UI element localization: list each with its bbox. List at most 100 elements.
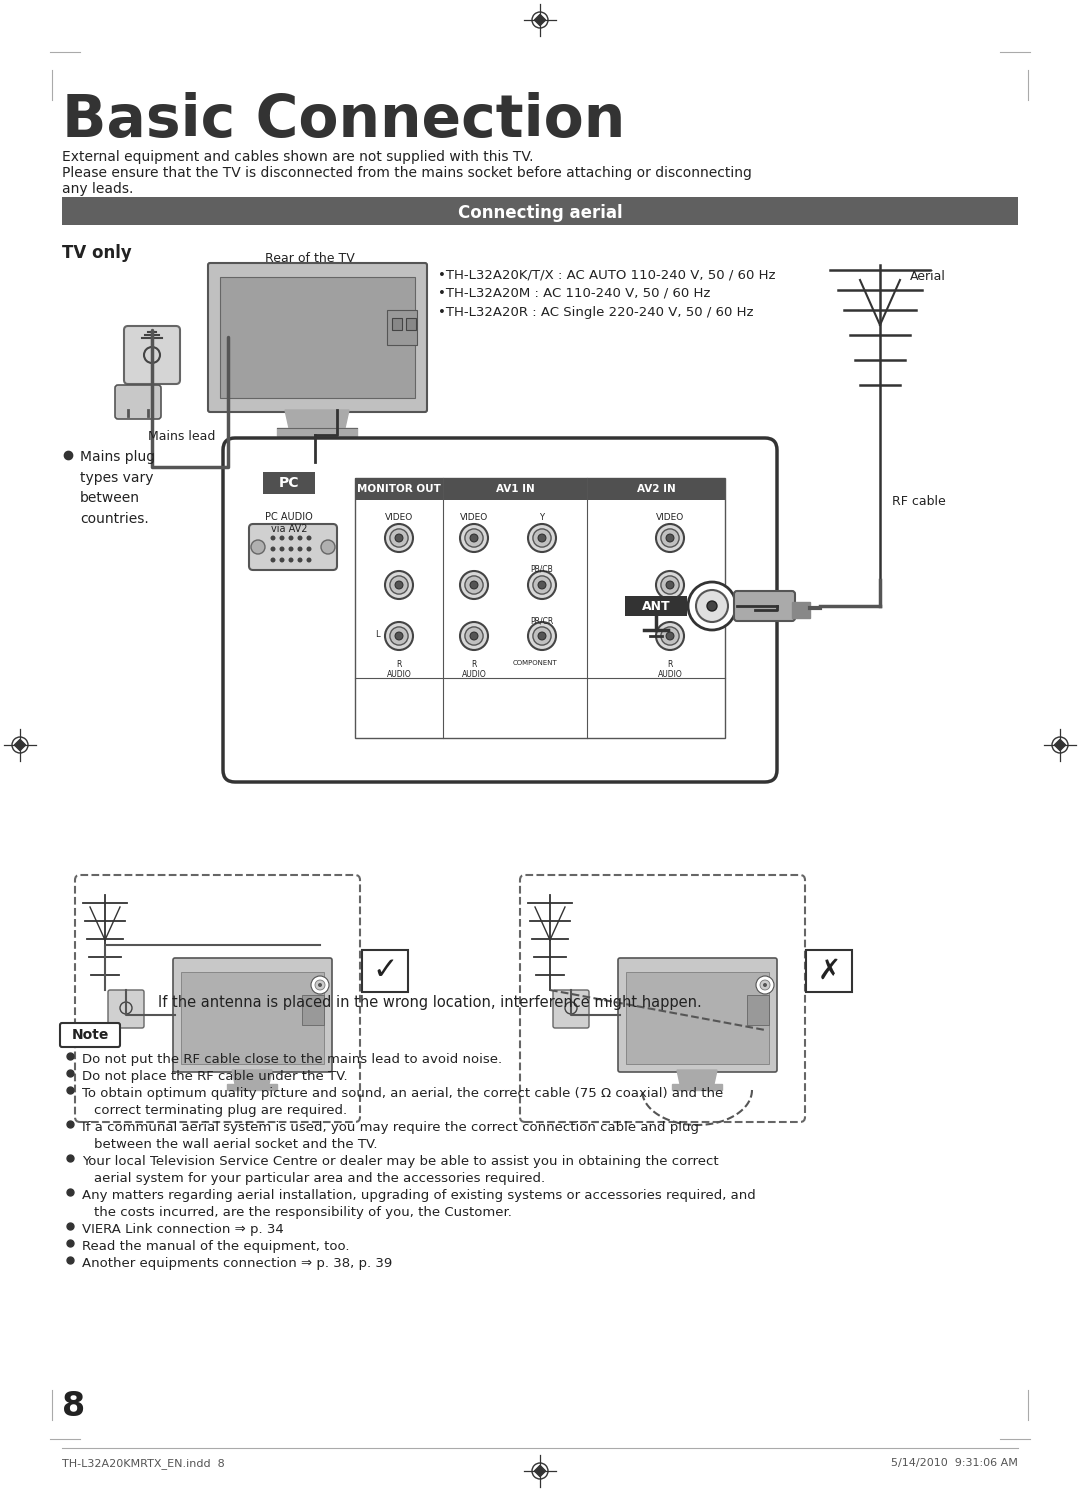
- Circle shape: [297, 547, 302, 552]
- Circle shape: [288, 558, 294, 562]
- Text: •TH-L32A20M : AC 110-240 V, 50 / 60 Hz: •TH-L32A20M : AC 110-240 V, 50 / 60 Hz: [438, 286, 711, 300]
- Polygon shape: [1054, 740, 1066, 750]
- Circle shape: [288, 547, 294, 552]
- Circle shape: [251, 540, 265, 555]
- Circle shape: [311, 977, 329, 994]
- Circle shape: [321, 540, 335, 555]
- Circle shape: [270, 535, 275, 541]
- Bar: [264, 473, 315, 494]
- Bar: [62, 197, 1018, 225]
- FancyBboxPatch shape: [60, 1023, 120, 1047]
- Text: L: L: [375, 631, 379, 640]
- Text: ✓: ✓: [373, 957, 397, 986]
- Circle shape: [307, 558, 311, 562]
- Text: PR/CR: PR/CR: [530, 616, 554, 625]
- Circle shape: [470, 581, 478, 589]
- Bar: [355, 479, 725, 738]
- Circle shape: [307, 547, 311, 552]
- Text: •TH-L32A20R : AC Single 220-240 V, 50 / 60 Hz: •TH-L32A20R : AC Single 220-240 V, 50 / …: [438, 306, 754, 319]
- Polygon shape: [792, 602, 810, 617]
- FancyBboxPatch shape: [114, 385, 161, 419]
- Circle shape: [390, 576, 408, 593]
- Text: Mains plug
types vary
between
countries.: Mains plug types vary between countries.: [80, 450, 156, 526]
- Polygon shape: [14, 740, 26, 750]
- Circle shape: [532, 576, 551, 593]
- Bar: [443, 479, 588, 499]
- Text: VIDEO: VIDEO: [656, 513, 684, 522]
- Circle shape: [464, 576, 483, 593]
- Text: Read the manual of the equipment, too.: Read the manual of the equipment, too.: [82, 1241, 350, 1252]
- Circle shape: [528, 571, 556, 599]
- Circle shape: [464, 529, 483, 547]
- Text: Aerial: Aerial: [910, 270, 946, 283]
- Bar: [406, 318, 416, 330]
- Bar: [588, 479, 725, 499]
- Text: PB/CB: PB/CB: [530, 565, 553, 574]
- Text: R
AUDIO: R AUDIO: [658, 661, 683, 680]
- Circle shape: [666, 534, 674, 541]
- Text: Rear of the TV: Rear of the TV: [265, 252, 355, 265]
- Circle shape: [297, 535, 302, 541]
- Polygon shape: [285, 410, 349, 428]
- Bar: [806, 950, 852, 992]
- Text: the costs incurred, are the responsibility of you, the Customer.: the costs incurred, are the responsibili…: [94, 1206, 512, 1220]
- FancyBboxPatch shape: [249, 523, 337, 570]
- Bar: [362, 950, 408, 992]
- Circle shape: [307, 535, 311, 541]
- Circle shape: [384, 571, 413, 599]
- Circle shape: [280, 547, 284, 552]
- Circle shape: [532, 626, 551, 646]
- Text: If a communal aerial system is used, you may require the correct connection cabl: If a communal aerial system is used, you…: [82, 1121, 699, 1135]
- Text: R
AUDIO: R AUDIO: [461, 661, 486, 680]
- Circle shape: [528, 622, 556, 650]
- Circle shape: [656, 571, 684, 599]
- Text: MONITOR OUT: MONITOR OUT: [357, 485, 441, 494]
- Circle shape: [460, 523, 488, 552]
- Polygon shape: [227, 1084, 276, 1090]
- Text: Another equipments connection ⇒ p. 38, p. 39: Another equipments connection ⇒ p. 38, p…: [82, 1257, 392, 1270]
- Circle shape: [395, 534, 403, 541]
- Text: If the antenna is placed in the wrong location, interference might happen.: If the antenna is placed in the wrong lo…: [158, 994, 702, 1009]
- Text: ANT: ANT: [642, 599, 671, 613]
- FancyBboxPatch shape: [208, 262, 427, 412]
- Circle shape: [656, 523, 684, 552]
- Circle shape: [707, 601, 717, 611]
- Text: ✗: ✗: [818, 957, 840, 986]
- Circle shape: [460, 622, 488, 650]
- Circle shape: [661, 529, 679, 547]
- Text: Basic Connection: Basic Connection: [62, 92, 625, 149]
- Circle shape: [395, 581, 403, 589]
- Circle shape: [470, 632, 478, 640]
- Circle shape: [384, 523, 413, 552]
- Circle shape: [390, 626, 408, 646]
- Text: R
AUDIO: R AUDIO: [387, 661, 411, 680]
- Circle shape: [661, 576, 679, 593]
- Bar: [355, 479, 443, 499]
- Text: TV only: TV only: [62, 245, 132, 262]
- Circle shape: [288, 535, 294, 541]
- Circle shape: [280, 558, 284, 562]
- Circle shape: [470, 534, 478, 541]
- Polygon shape: [276, 428, 357, 435]
- Circle shape: [528, 523, 556, 552]
- Polygon shape: [535, 1466, 545, 1476]
- Polygon shape: [672, 1084, 723, 1090]
- Circle shape: [315, 980, 325, 990]
- Text: aerial system for your particular area and the accessories required.: aerial system for your particular area a…: [94, 1172, 545, 1185]
- Bar: [220, 277, 415, 398]
- Circle shape: [762, 983, 767, 987]
- Text: Y: Y: [540, 513, 544, 522]
- Circle shape: [270, 558, 275, 562]
- Circle shape: [696, 590, 728, 622]
- Text: PC AUDIO
via AV2: PC AUDIO via AV2: [265, 511, 313, 534]
- Circle shape: [656, 622, 684, 650]
- Text: RF cable: RF cable: [892, 495, 946, 508]
- Text: Do not put the RF cable close to the mains lead to avoid noise.: Do not put the RF cable close to the mai…: [82, 1053, 502, 1066]
- Text: Your local Television Service Centre or dealer may be able to assist you in obta: Your local Television Service Centre or …: [82, 1156, 718, 1167]
- FancyBboxPatch shape: [553, 990, 589, 1027]
- Text: To obtain optimum quality picture and sound, an aerial, the correct cable (75 Ω : To obtain optimum quality picture and so…: [82, 1087, 724, 1100]
- Circle shape: [688, 581, 735, 631]
- Circle shape: [280, 535, 284, 541]
- Text: Do not place the RF cable under the TV.: Do not place the RF cable under the TV.: [82, 1071, 348, 1082]
- Text: AV1 IN: AV1 IN: [496, 485, 535, 494]
